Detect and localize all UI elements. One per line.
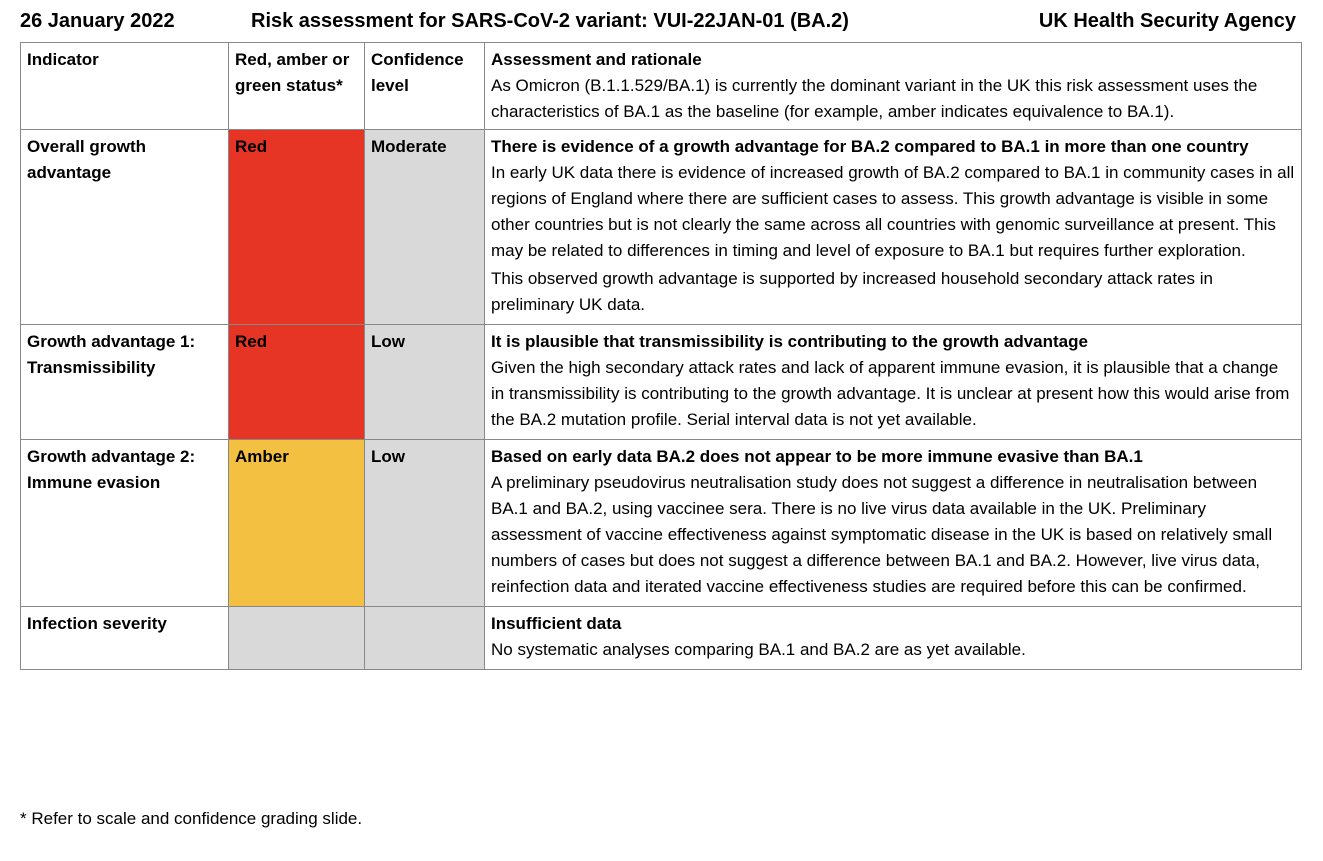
indicator-cell: Growth advantage 2: Immune evasion xyxy=(20,439,229,607)
assessment-cell: It is plausible that transmissibility is… xyxy=(484,324,1302,440)
assessment-cell: Insufficient data No systematic analyses… xyxy=(484,606,1302,670)
status-cell xyxy=(228,606,365,670)
indicator-cell: Growth advantage 1: Transmissibility xyxy=(20,324,229,440)
risk-assessment-table: Indicator Red, amber or green status* Co… xyxy=(20,42,1302,670)
assessment-heading: Assessment and rationale xyxy=(491,50,702,69)
page-header: 26 January 2022 Risk assessment for SARS… xyxy=(20,6,1300,36)
page-title: Risk assessment for SARS-CoV-2 variant: … xyxy=(251,10,849,32)
assessment-paragraph: In early UK data there is evidence of in… xyxy=(491,163,1295,260)
assessment-paragraph: This observed growth advantage is suppor… xyxy=(491,269,1213,314)
assessment-title: It is plausible that transmissibility is… xyxy=(491,332,1088,351)
table-header-row: Indicator Red, amber or green status* Co… xyxy=(20,42,1302,130)
confidence-cell: Low xyxy=(364,439,485,607)
report-date: 26 January 2022 xyxy=(20,10,175,32)
confidence-cell: Low xyxy=(364,324,485,440)
footnote: * Refer to scale and confidence grading … xyxy=(20,809,363,828)
column-header-indicator: Indicator xyxy=(20,42,229,130)
assessment-cell: Based on early data BA.2 does not appear… xyxy=(484,439,1302,607)
table-row: Growth advantage 2: Immune evasion Amber… xyxy=(20,439,1302,607)
table-row: Overall growth advantage Red Moderate Th… xyxy=(20,129,1302,325)
assessment-paragraph: No systematic analyses comparing BA.1 an… xyxy=(491,640,1026,659)
agency-name: UK Health Security Agency xyxy=(1038,10,1296,32)
column-header-status: Red, amber or green status* xyxy=(228,42,365,130)
assessment-title: Insufficient data xyxy=(491,614,622,633)
assessment-intro: As Omicron (B.1.1.529/BA.1) is currently… xyxy=(491,76,1258,121)
column-header-confidence: Confidence level xyxy=(364,42,485,130)
confidence-cell xyxy=(364,606,485,670)
assessment-title: Based on early data BA.2 does not appear… xyxy=(491,447,1143,466)
assessment-paragraph: Given the high secondary attack rates an… xyxy=(491,358,1290,429)
assessment-cell: There is evidence of a growth advantage … xyxy=(484,129,1302,325)
assessment-paragraph: A preliminary pseudovirus neutralisation… xyxy=(491,473,1273,596)
status-cell: Red xyxy=(228,129,365,325)
assessment-title: There is evidence of a growth advantage … xyxy=(491,137,1249,156)
status-cell: Amber xyxy=(228,439,365,607)
confidence-cell: Moderate xyxy=(364,129,485,325)
column-header-assessment: Assessment and rationale As Omicron (B.1… xyxy=(484,42,1302,130)
indicator-cell: Overall growth advantage xyxy=(20,129,229,325)
table-row: Growth advantage 1: Transmissibility Red… xyxy=(20,324,1302,440)
indicator-cell: Infection severity xyxy=(20,606,229,670)
table-row: Infection severity Insufficient data No … xyxy=(20,606,1302,670)
status-cell: Red xyxy=(228,324,365,440)
